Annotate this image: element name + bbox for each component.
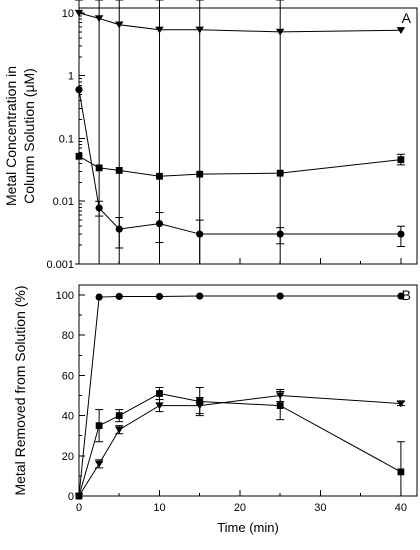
data-point (115, 225, 123, 233)
x-tick-label: 30 (314, 502, 326, 514)
data-point (397, 292, 405, 300)
y-axis-label: Metal Concentration in (3, 66, 19, 206)
data-point (396, 27, 406, 35)
data-point (115, 426, 124, 434)
y-tick-label: 10 (62, 8, 74, 20)
x-axis-label: Time (min) (217, 520, 279, 535)
panel-b: 0 20 40 60 80 100 0 10 20 30 40 B Metal Removed from… (12, 284, 418, 535)
x-tick-label: 40 (395, 502, 407, 514)
data-point (276, 169, 284, 177)
data-point (75, 152, 83, 160)
data-point (75, 86, 83, 94)
panel-label: A (402, 10, 412, 26)
data-point (95, 204, 103, 212)
y-axis-label: Metal Removed from Solution (%) (12, 285, 28, 495)
data-point (155, 292, 164, 301)
data-point (196, 170, 204, 178)
x-tick-label: 20 (234, 502, 246, 514)
data-point (95, 164, 103, 172)
series-circle (75, 86, 405, 265)
x-tick-label: 10 (153, 502, 165, 514)
data-point (275, 392, 285, 400)
y-tick-label: 20 (62, 451, 74, 463)
data-point (156, 172, 163, 180)
data-point (115, 167, 123, 174)
data-point (196, 230, 204, 238)
data-point (115, 412, 123, 420)
data-point (155, 402, 164, 410)
data-point (115, 292, 123, 301)
y-tick-label: 1 (68, 71, 74, 83)
series-triangle-down (74, 388, 406, 500)
data-point (95, 422, 103, 430)
data-point (397, 468, 405, 476)
data-point (276, 292, 284, 300)
y-tick-label: 60 (62, 370, 74, 382)
series-triangle-down (74, 9, 406, 36)
y-tick-label: 40 (62, 411, 74, 423)
x-tick-label: 0 (76, 502, 82, 514)
data-point (397, 156, 405, 164)
data-point (196, 292, 204, 300)
data-point (74, 492, 84, 500)
series-line (78, 155, 401, 177)
series-line (78, 12, 401, 33)
series-line (78, 392, 402, 497)
y-tick-label: 100 (56, 290, 74, 302)
data-point (397, 230, 405, 238)
data-point (195, 402, 204, 410)
data-point (156, 390, 163, 397)
y-tick-label: 0.01 (53, 196, 74, 208)
plot-frame (78, 284, 418, 497)
series-line (78, 295, 401, 497)
series-square (75, 386, 405, 500)
series-line (78, 89, 401, 235)
y-tick-label: 0.1 (59, 133, 74, 145)
plot-frame (78, 7, 418, 265)
series-square (75, 0, 405, 265)
data-point (95, 293, 103, 301)
panel-label: B (402, 287, 411, 303)
data-point (396, 400, 406, 408)
data-point (155, 220, 164, 228)
data-point (94, 460, 104, 468)
series-circle (75, 292, 405, 500)
y-tick-label: 80 (62, 330, 74, 342)
y-axis-label: Column Solution (μM) (21, 68, 37, 204)
data-point (276, 230, 284, 238)
panel-a: 0.001 0.01 0.1 1 10 A Metal Concentration in Co… (3, 0, 418, 271)
data-point (276, 402, 284, 409)
y-tick-label: 0.001 (46, 259, 74, 271)
y-tick-label: 0 (68, 491, 74, 503)
